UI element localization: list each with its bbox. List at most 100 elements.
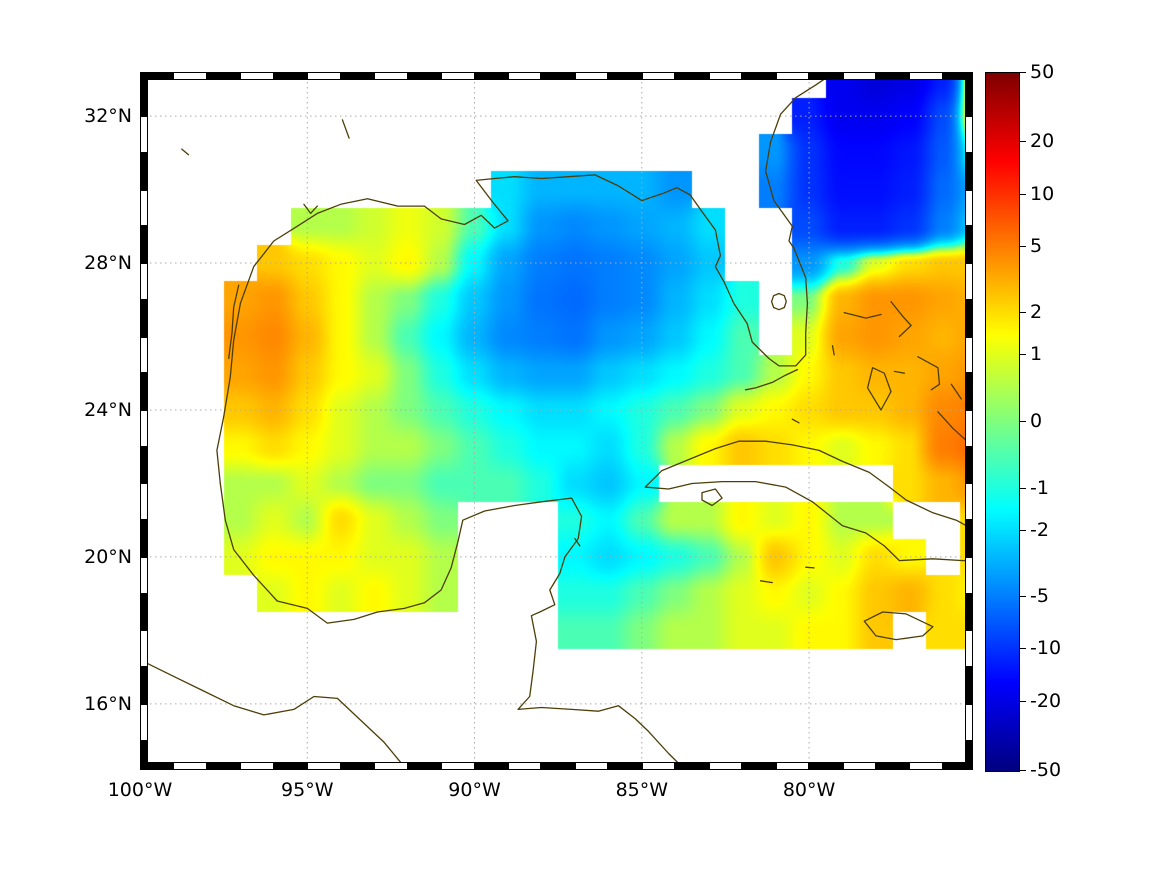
frame-segment xyxy=(340,762,375,770)
frame-segment xyxy=(641,72,676,80)
frame-segment xyxy=(441,72,475,80)
frame-segment xyxy=(965,483,973,521)
x-tick-label: 90°W xyxy=(448,779,501,801)
frame-segment xyxy=(140,263,148,300)
map-overlay-svg xyxy=(140,72,973,770)
colorbar-tick-label: 50 xyxy=(1030,61,1055,83)
frame-segment xyxy=(240,72,274,80)
colorbar xyxy=(985,72,1020,772)
frame-segment xyxy=(965,593,973,631)
frame-segment xyxy=(507,72,542,80)
y-tick-label: 16°N xyxy=(84,692,132,715)
frame-segment xyxy=(675,762,709,770)
y-tick-label: 28°N xyxy=(84,252,132,275)
frame-segment xyxy=(574,72,609,80)
frame-segment xyxy=(965,336,973,374)
frame-segment xyxy=(140,299,148,337)
frame-segment xyxy=(340,72,375,80)
heatmap-canvas xyxy=(140,72,973,770)
colorbar-tick-label: 10 xyxy=(1030,182,1055,205)
y-tick-label: 32°N xyxy=(84,105,132,128)
coastline-path xyxy=(303,203,318,215)
frame-segment xyxy=(140,189,148,227)
frame-segment xyxy=(140,152,148,190)
colorbar-tick-label: 20 xyxy=(1030,130,1055,153)
frame-segment xyxy=(708,762,743,770)
coastline-path xyxy=(140,659,409,770)
frame-segment xyxy=(140,72,174,80)
frame-segment xyxy=(875,762,910,770)
x-tick-label: 95°W xyxy=(281,779,334,801)
coastline-path xyxy=(341,119,350,139)
frame-segment xyxy=(965,740,973,770)
colorbar-tick-mark xyxy=(1020,596,1026,598)
coastline-path xyxy=(917,356,941,391)
coastline-path xyxy=(863,611,934,641)
frame-segment xyxy=(641,762,676,770)
frame-segment xyxy=(965,299,973,337)
colorbar-tick-label: -5 xyxy=(1030,585,1049,608)
colorbar-tick-mark xyxy=(1020,700,1026,702)
frame-segment xyxy=(965,373,973,410)
x-tick-label: 85°W xyxy=(615,779,669,801)
frame-segment xyxy=(140,762,174,770)
colorbar-tick-label: 0 xyxy=(1030,410,1043,432)
coastline-path xyxy=(866,367,892,411)
frame-segment xyxy=(407,72,442,80)
frame-segment xyxy=(206,762,241,770)
frame-segment xyxy=(965,409,973,447)
frame-segment xyxy=(965,189,973,227)
colorbar-tick-mark xyxy=(1020,487,1026,489)
colorbar-tick-mark xyxy=(1020,311,1026,313)
colorbar-tick-label: -10 xyxy=(1030,637,1062,660)
colorbar-tick-mark xyxy=(1020,530,1026,532)
frame-segment xyxy=(474,762,508,770)
frame-segment xyxy=(965,703,973,741)
frame-segment xyxy=(809,762,843,770)
coastline-path xyxy=(574,537,581,547)
frame-segment xyxy=(140,593,148,631)
frame-segment xyxy=(842,762,876,770)
frame-segment xyxy=(574,762,609,770)
frame-segment xyxy=(374,72,408,80)
frame-segment xyxy=(240,762,274,770)
colorbar-tick-label: -2 xyxy=(1030,519,1049,542)
frame-segment xyxy=(942,762,973,770)
colorbar-tick-mark xyxy=(1020,245,1026,247)
frame-segment xyxy=(140,556,148,594)
colorbar-tick-label: 5 xyxy=(1030,234,1043,257)
frame-segment xyxy=(965,520,973,557)
frame-segment xyxy=(307,72,341,80)
frame-segment xyxy=(140,336,148,374)
frame-segment xyxy=(541,72,575,80)
frame-segment xyxy=(140,740,148,770)
frame-segment xyxy=(842,72,876,80)
frame-segment xyxy=(273,762,308,770)
frame-segment xyxy=(307,762,341,770)
frame-segment xyxy=(140,79,148,117)
x-tick-label: 80°W xyxy=(782,779,836,801)
frame-segment xyxy=(965,667,973,704)
coastline-path xyxy=(950,383,962,400)
frame-segment xyxy=(173,762,207,770)
frame-segment xyxy=(775,762,810,770)
colorbar-tick-mark xyxy=(1020,421,1026,422)
map-axes xyxy=(140,72,973,770)
coastline-path xyxy=(890,300,912,338)
frame-segment xyxy=(809,72,843,80)
frame-segment xyxy=(173,72,207,80)
colorbar-tick-mark xyxy=(1020,141,1026,143)
coastline-path xyxy=(228,284,240,360)
y-tick-label: 24°N xyxy=(84,398,132,421)
frame-segment xyxy=(140,446,148,484)
coastline-path xyxy=(791,418,800,424)
colorbar-tick-label: -1 xyxy=(1030,476,1049,499)
frame-segment xyxy=(140,667,148,704)
coastline-path xyxy=(770,292,787,311)
frame-segment xyxy=(374,762,408,770)
frame-segment xyxy=(875,72,910,80)
coastline-path xyxy=(219,482,686,770)
frame-segment xyxy=(775,72,810,80)
coastline-path xyxy=(805,566,815,569)
